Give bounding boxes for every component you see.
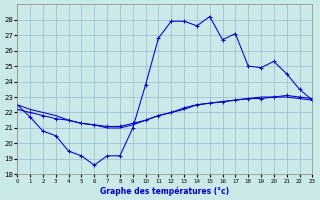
X-axis label: Graphe des températures (°c): Graphe des températures (°c) <box>100 186 229 196</box>
